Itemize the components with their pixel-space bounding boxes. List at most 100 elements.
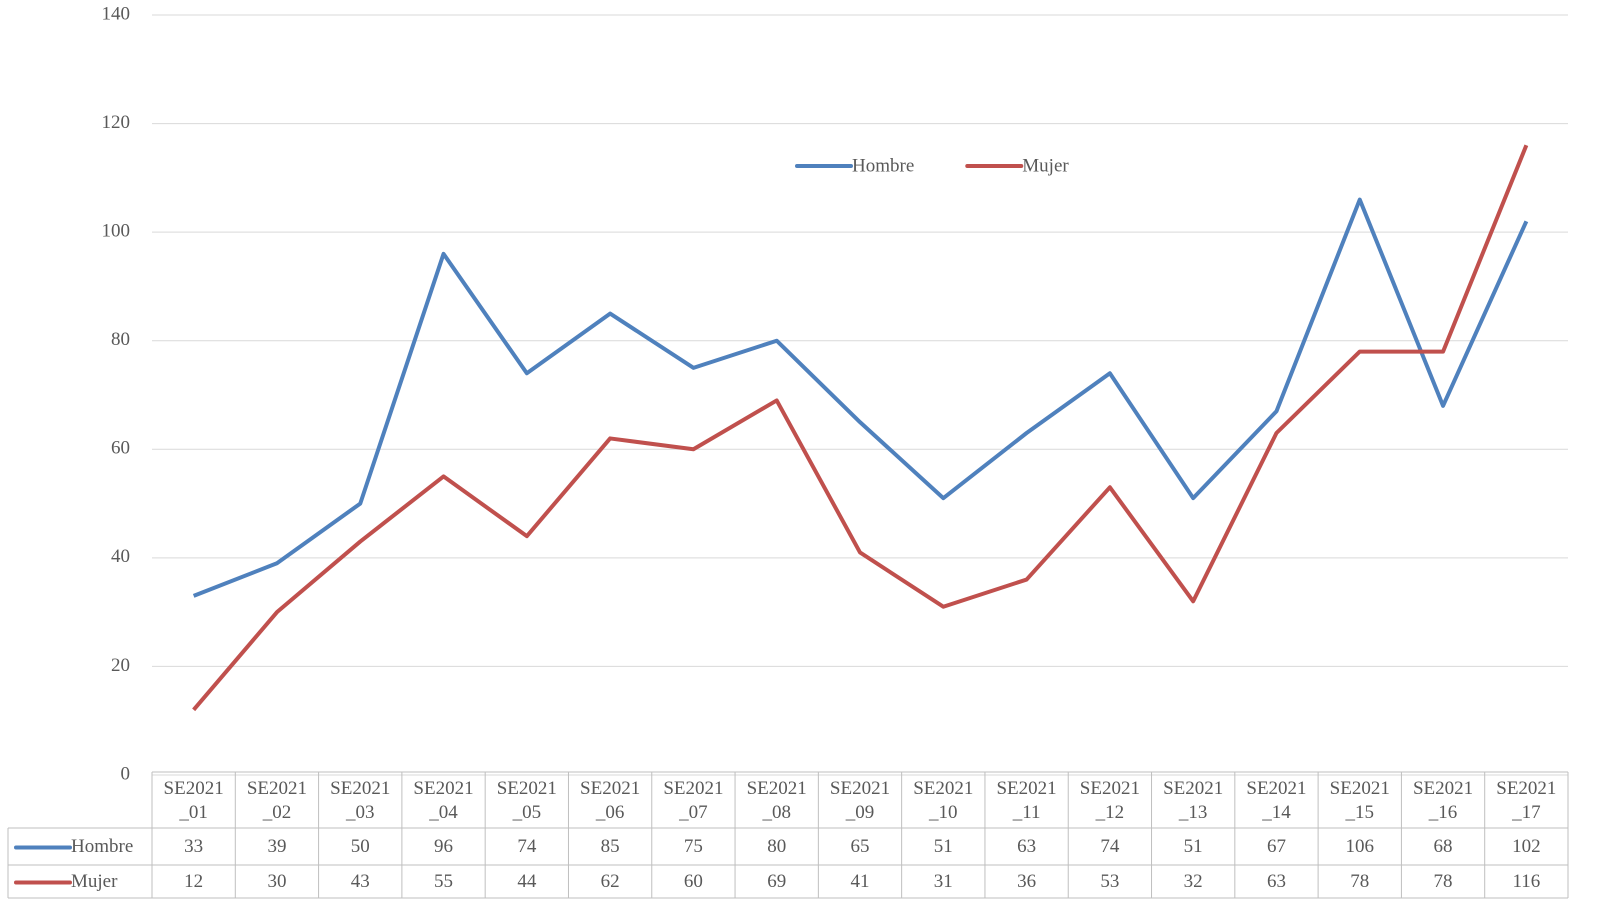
x-tick-label-part: _02: [262, 802, 292, 823]
x-tick-label-part: SE2021: [247, 778, 307, 799]
x-tick-label-part: _14: [1261, 802, 1291, 823]
legend-label: Hombre: [852, 155, 914, 176]
x-tick-label-part: SE2021: [330, 778, 390, 799]
x-tick-label-part: SE2021: [1413, 778, 1473, 799]
x-tick-label-part: SE2021: [913, 778, 973, 799]
x-tick-label-part: SE2021: [747, 778, 807, 799]
table-value: 31: [934, 871, 953, 892]
y-tick-label: 0: [121, 763, 131, 784]
x-tick-label-part: SE2021: [1246, 778, 1306, 799]
x-tick-label-part: _13: [1178, 802, 1208, 823]
table-value: 55: [434, 871, 453, 892]
y-tick-label: 140: [102, 3, 131, 24]
table-series-name: Mujer: [71, 871, 118, 892]
x-tick-label-part: SE2021: [1080, 778, 1140, 799]
x-tick-label-part: _17: [1511, 802, 1541, 823]
y-tick-label: 40: [111, 546, 130, 567]
x-tick-label: SE2021 _02: [247, 778, 307, 823]
table-value: 96: [434, 836, 453, 857]
table-value: 78: [1434, 871, 1453, 892]
table-value: 51: [934, 836, 953, 857]
x-tick-label-part: _05: [512, 802, 542, 823]
x-tick-label: SE2021 _07: [663, 778, 723, 823]
table-value: 65: [851, 836, 870, 857]
x-tick-label: SE2021 _17: [1496, 778, 1556, 823]
table-value: 69: [767, 871, 786, 892]
y-tick-label: 120: [102, 112, 131, 133]
x-tick-label-part: _08: [761, 802, 791, 823]
table-value: 39: [267, 836, 286, 857]
table-value: 68: [1434, 836, 1453, 857]
legend-label: Mujer: [1022, 155, 1069, 176]
x-tick-label-part: SE2021: [497, 778, 557, 799]
table-value: 60: [684, 871, 703, 892]
table-value: 102: [1512, 836, 1541, 857]
x-tick-label-part: _12: [1095, 802, 1125, 823]
x-tick-label: SE2021 _15: [1330, 778, 1390, 823]
x-tick-label-part: SE2021: [830, 778, 890, 799]
x-tick-label-part: _01: [178, 802, 208, 823]
table-value: 106: [1346, 836, 1375, 857]
table-value: 36: [1017, 871, 1036, 892]
x-tick-label: SE2021 _13: [1163, 778, 1223, 823]
table-value: 12: [184, 871, 203, 892]
table-value: 51: [1184, 836, 1203, 857]
y-tick-label: 100: [102, 221, 131, 242]
table-value: 30: [267, 871, 286, 892]
series-line: [192, 144, 1529, 712]
x-tick-label-part: _10: [928, 802, 958, 823]
x-tick-label: SE2021 _03: [330, 778, 390, 823]
x-tick-label-part: SE2021: [996, 778, 1056, 799]
table-value: 43: [351, 871, 370, 892]
x-tick-label: SE2021 _12: [1080, 778, 1140, 823]
x-tick-label-part: _04: [428, 802, 458, 823]
table-value: 44: [517, 871, 537, 892]
table-value: 74: [517, 836, 537, 857]
y-tick-label: 20: [111, 655, 130, 676]
x-tick-label-part: _16: [1428, 802, 1458, 823]
x-tick-label-part: SE2021: [1163, 778, 1223, 799]
y-tick-label: 60: [111, 438, 130, 459]
table-value: 85: [601, 836, 620, 857]
table-value: 75: [684, 836, 703, 857]
table-value: 67: [1267, 836, 1286, 857]
x-tick-label-part: _06: [595, 802, 625, 823]
x-tick-label-part: SE2021: [580, 778, 640, 799]
table-value: 62: [601, 871, 620, 892]
table-value: 63: [1267, 871, 1286, 892]
x-tick-label: SE2021 _10: [913, 778, 973, 823]
table-value: 32: [1184, 871, 1203, 892]
table-value: 50: [351, 836, 370, 857]
x-tick-label-part: SE2021: [413, 778, 473, 799]
table-value: 78: [1350, 871, 1369, 892]
y-tick-label: 80: [111, 329, 130, 350]
table-value: 74: [1100, 836, 1120, 857]
x-tick-label-part: SE2021: [1496, 778, 1556, 799]
x-tick-label: SE2021 _01: [164, 778, 224, 823]
x-tick-label: SE2021 _16: [1413, 778, 1473, 823]
x-tick-label-part: _15: [1345, 802, 1375, 823]
x-tick-label: SE2021 _05: [497, 778, 557, 823]
table-value: 33: [184, 836, 203, 857]
x-tick-label: SE2021 _14: [1246, 778, 1306, 823]
x-tick-label-part: _09: [845, 802, 875, 823]
x-tick-label-part: SE2021: [1330, 778, 1390, 799]
x-tick-label-part: SE2021: [164, 778, 224, 799]
table-value: 63: [1017, 836, 1036, 857]
table-value: 116: [1512, 871, 1540, 892]
x-tick-label-part: _03: [345, 802, 375, 823]
table-series-name: Hombre: [71, 836, 133, 857]
x-tick-label-part: _11: [1012, 802, 1041, 823]
table-value: 53: [1100, 871, 1119, 892]
x-tick-label: SE2021 _09: [830, 778, 890, 823]
x-tick-label: SE2021 _06: [580, 778, 640, 823]
x-tick-label: SE2021 _11: [996, 778, 1056, 823]
table-value: 41: [851, 871, 870, 892]
x-tick-label-part: _07: [678, 802, 708, 823]
series-line: [192, 197, 1529, 598]
x-tick-label: SE2021 _04: [413, 778, 473, 823]
x-tick-label: SE2021 _08: [747, 778, 807, 823]
x-tick-label-part: SE2021: [663, 778, 723, 799]
table-value: 80: [767, 836, 786, 857]
